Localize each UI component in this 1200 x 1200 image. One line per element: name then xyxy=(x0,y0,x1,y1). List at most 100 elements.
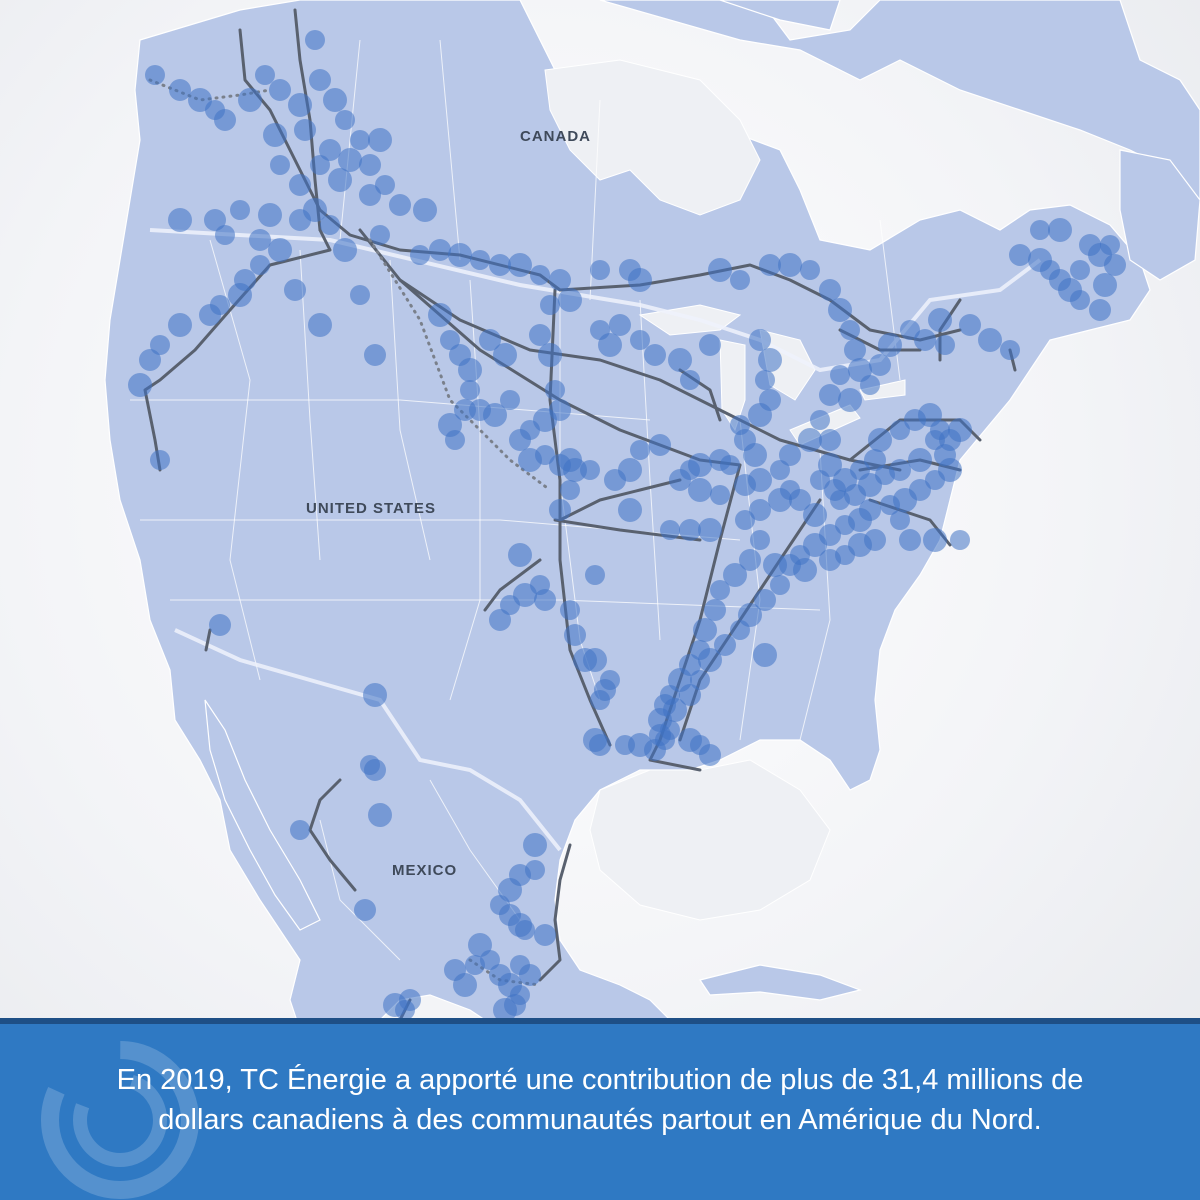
community-dot xyxy=(889,459,911,481)
community-dot xyxy=(709,449,731,471)
community-dot xyxy=(1089,299,1111,321)
community-dot xyxy=(515,920,535,940)
community-dot xyxy=(698,518,722,542)
community-dot xyxy=(255,65,275,85)
community-dot xyxy=(730,620,750,640)
community-dot xyxy=(294,119,316,141)
community-dot xyxy=(763,553,787,577)
community-dot xyxy=(320,215,340,235)
community-dot xyxy=(250,255,270,275)
community-dot xyxy=(215,225,235,245)
community-dot xyxy=(150,450,170,470)
community-dot xyxy=(819,384,841,406)
community-dot xyxy=(199,304,221,326)
community-dot xyxy=(268,238,292,262)
community-dot xyxy=(445,430,465,450)
community-dot xyxy=(669,469,691,491)
community-dot xyxy=(758,348,782,372)
community-dot xyxy=(509,429,531,451)
community-dot xyxy=(335,110,355,130)
community-dot xyxy=(900,320,920,340)
community-dot xyxy=(319,139,341,161)
community-dot xyxy=(489,609,511,631)
community-dot xyxy=(878,333,902,357)
community-dot xyxy=(310,155,330,175)
tc-energy-logo-watermark-icon xyxy=(41,1041,199,1199)
community-dot xyxy=(828,298,852,322)
community-dot xyxy=(908,448,932,472)
community-dot xyxy=(868,428,892,452)
community-dot xyxy=(308,313,332,337)
community-dot xyxy=(1070,260,1090,280)
community-dot xyxy=(209,614,231,636)
caption-text: En 2019, TC Énergie a apporté une contri… xyxy=(116,1064,1084,1136)
community-dot xyxy=(375,175,395,195)
community-dot xyxy=(749,329,771,351)
community-dot xyxy=(679,519,701,541)
community-dot xyxy=(465,955,485,975)
label-united-states: UNITED STATES xyxy=(306,500,436,517)
community-dot xyxy=(743,443,767,467)
community-dot xyxy=(649,434,671,456)
community-dot xyxy=(458,358,482,382)
label-canada: CANADA xyxy=(520,128,591,145)
hudson-bay xyxy=(544,59,761,216)
community-dot xyxy=(779,444,801,466)
community-dot xyxy=(368,803,392,827)
community-dot xyxy=(364,759,386,781)
community-dot xyxy=(493,998,517,1022)
community-dot xyxy=(803,503,827,527)
community-dot xyxy=(600,670,620,690)
community-dot xyxy=(708,258,732,282)
community-dot xyxy=(573,648,597,672)
community-dot xyxy=(508,253,532,277)
community-dot xyxy=(440,330,460,350)
community-dot xyxy=(338,148,362,172)
community-dot xyxy=(214,109,236,131)
community-dot xyxy=(139,349,161,371)
community-dot xyxy=(470,250,490,270)
community-dot xyxy=(819,429,841,451)
community-dot xyxy=(755,370,775,390)
community-dot xyxy=(558,448,582,472)
community-dot xyxy=(558,288,582,312)
community-dot xyxy=(500,390,520,410)
community-dot xyxy=(529,324,551,346)
community-dot xyxy=(759,254,781,276)
community-dot xyxy=(704,599,726,621)
community-dot xyxy=(530,265,550,285)
community-dot xyxy=(519,964,541,986)
community-dot xyxy=(923,528,947,552)
cuba xyxy=(699,964,863,1001)
community-dot xyxy=(549,269,571,291)
newfoundland xyxy=(1119,149,1200,281)
community-investment-dots xyxy=(128,30,1126,1022)
community-dot xyxy=(754,589,776,611)
community-dot xyxy=(368,128,392,152)
community-dot xyxy=(800,260,820,280)
community-dot xyxy=(750,530,770,550)
community-dot xyxy=(699,334,721,356)
community-dot xyxy=(169,79,191,101)
community-dot xyxy=(928,308,952,332)
community-dot xyxy=(128,373,152,397)
community-dot xyxy=(145,65,165,85)
community-dot xyxy=(714,634,736,656)
community-dot xyxy=(723,563,747,587)
community-dot xyxy=(508,543,532,567)
community-dot xyxy=(1048,218,1072,242)
community-dot xyxy=(925,470,945,490)
community-dot xyxy=(630,330,650,350)
community-dot xyxy=(628,268,652,292)
community-dot xyxy=(840,320,860,340)
community-dot xyxy=(585,565,605,585)
community-dot xyxy=(649,724,671,746)
community-dot xyxy=(289,209,311,231)
community-dot xyxy=(493,343,517,367)
community-dot xyxy=(1030,220,1050,240)
community-dot xyxy=(328,168,352,192)
community-dot xyxy=(890,510,910,530)
community-dot xyxy=(864,449,886,471)
community-dot xyxy=(583,728,607,752)
community-dot xyxy=(890,420,910,440)
